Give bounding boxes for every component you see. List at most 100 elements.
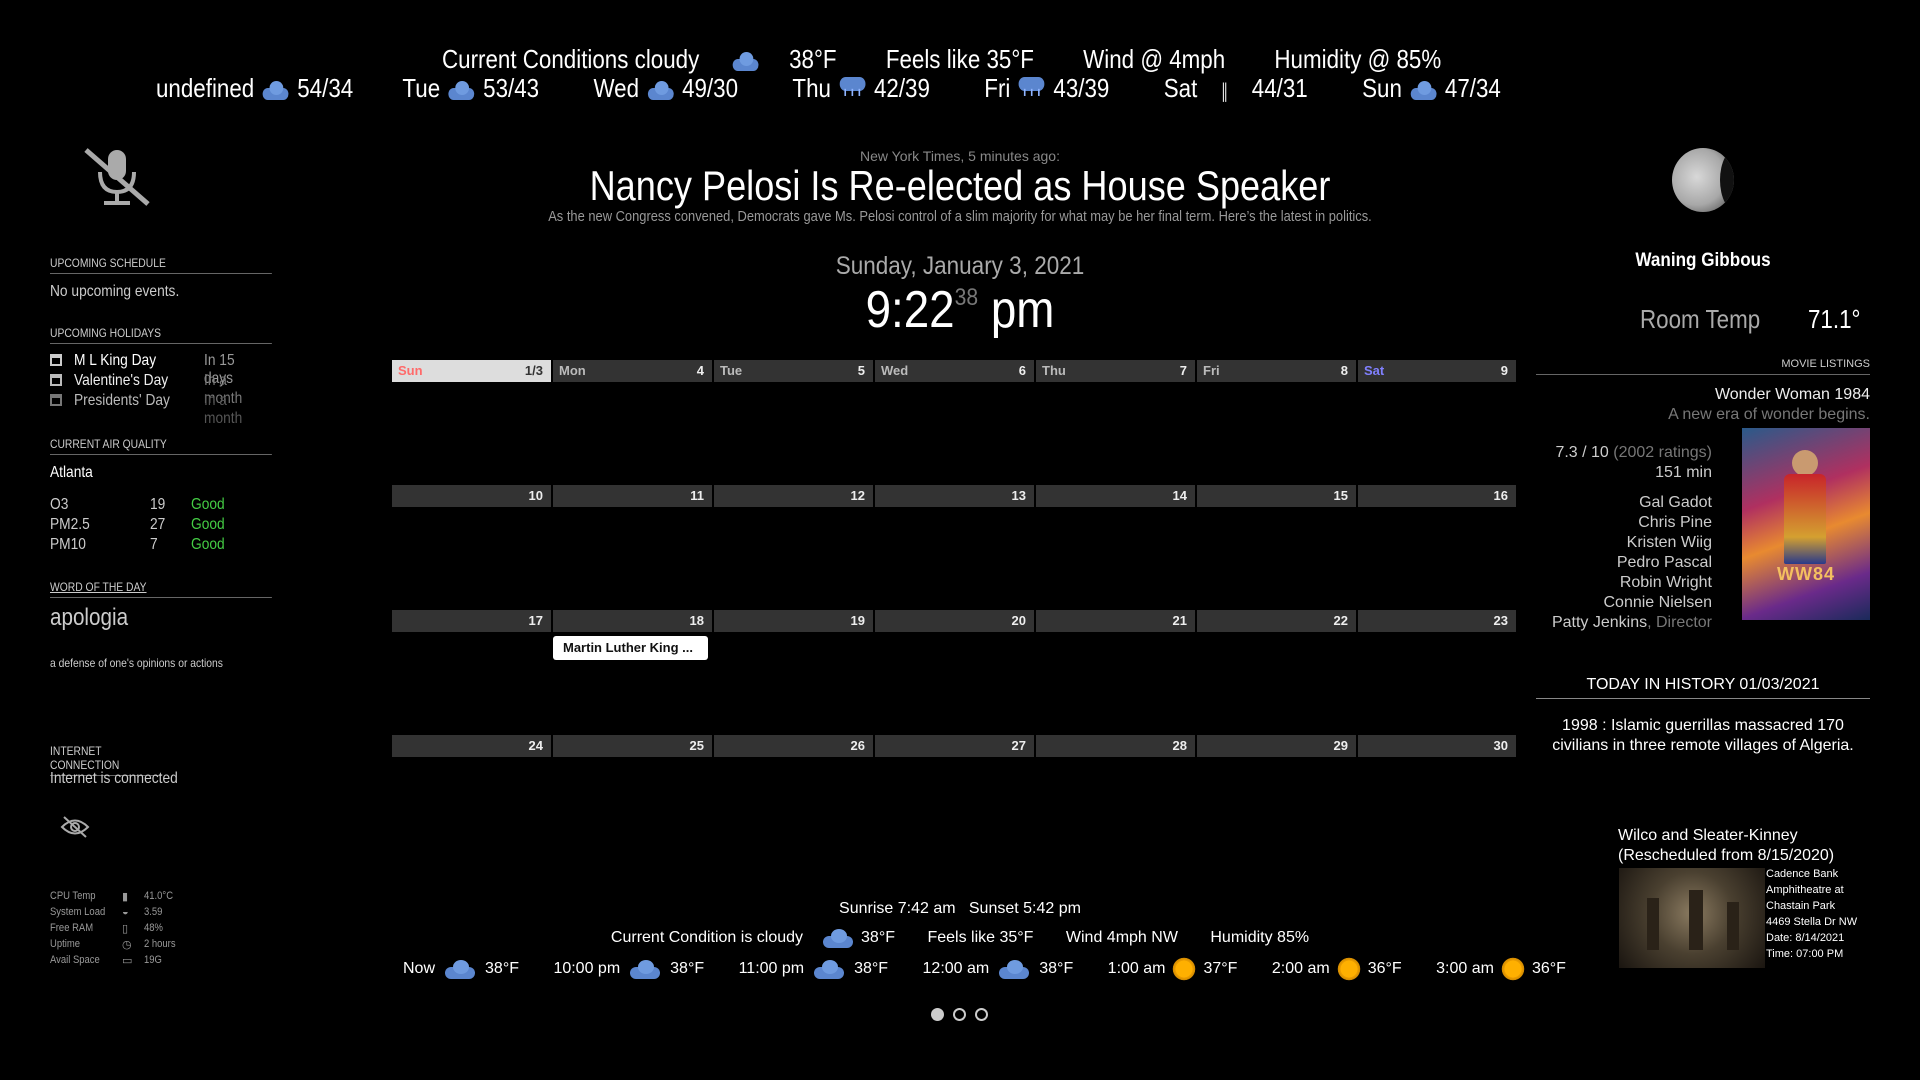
page-indicator-dot[interactable] [975, 1008, 988, 1021]
calendar-day[interactable]: 30 [1358, 735, 1516, 757]
calendar-day[interactable]: 15 [1197, 485, 1356, 507]
concert-date: Date: 8/14/2021 [1766, 932, 1845, 944]
day-number: 28 [1172, 738, 1187, 753]
calendar-day[interactable]: Sat 9 [1358, 360, 1516, 382]
calendar-day[interactable]: Thu 7 [1036, 360, 1195, 382]
calendar-day[interactable]: 21 [1036, 610, 1195, 632]
calendar-day[interactable]: 25 [553, 735, 712, 757]
day-number: 4 [696, 363, 704, 378]
calendar-day[interactable]: Mon 4 [553, 360, 712, 382]
moon-icon [1672, 148, 1734, 212]
calendar-day[interactable]: Sun 1/3 [392, 360, 551, 382]
forecast-day-6: Sun [1362, 73, 1402, 103]
clock-ampm: pm [990, 281, 1055, 339]
calendar-day[interactable]: 26 [714, 735, 873, 757]
holiday-when: In a month [204, 372, 243, 407]
day-name: Sat [1364, 363, 1385, 378]
hourly-time: 1:00 am [1107, 960, 1166, 978]
cast-member: Gal Gadot [1639, 494, 1712, 511]
movie-title: Wonder Woman 1984 [1714, 386, 1870, 403]
movie-cast: Gal Gadot Chris Pine Kristen Wiig Pedro … [1536, 493, 1712, 633]
forecast-day-4: Fri [984, 73, 1011, 103]
concert-title: Wilco and Sleater-Kinney [1618, 827, 1798, 844]
system-ram-value: 48% [144, 922, 163, 934]
day-number: 25 [689, 738, 704, 753]
aq-name: O3 [50, 496, 69, 513]
calendar-day[interactable]: Fri 8 [1197, 360, 1356, 382]
hourly-item: 1:00 am 37°F [1107, 956, 1237, 982]
calendar-day[interactable]: 29 [1197, 735, 1356, 757]
aq-status: Good [191, 496, 225, 513]
forecast-day-0: undefined [156, 73, 255, 103]
calendar-day[interactable]: 12 [714, 485, 873, 507]
calendar-day[interactable]: 10 [392, 485, 551, 507]
calendar-day[interactable]: 24 [392, 735, 551, 757]
current-line: Current Condition is cloudy 38°F Feels li… [0, 928, 1920, 948]
calendar-day[interactable]: 11 [553, 485, 712, 507]
calendar: Sun 1/3 Mon 4 Tue 5 Wed 6 Thu 7 Fri 8 Sat 9 10 … [392, 360, 1516, 760]
internet-header: INTERNET CONNECTION [50, 744, 162, 776]
calendar-day[interactable]: 23 [1358, 610, 1516, 632]
forecast-day-5: Sat [1163, 73, 1198, 103]
cloud-icon [997, 959, 1031, 979]
rain-cloud-icon [1017, 75, 1046, 105]
room-temp-label: Room Temp [1640, 304, 1761, 334]
movie-tagline: A new era of wonder begins. [1668, 406, 1870, 423]
day-number: 18 [689, 613, 704, 628]
wind-icon: ║ [1219, 84, 1230, 101]
aq-name: PM2.5 [50, 516, 90, 533]
day-number: 14 [1172, 488, 1187, 503]
disk-icon: ▭ [122, 955, 133, 967]
cloud-icon [261, 80, 290, 101]
day-name: Wed [881, 363, 909, 378]
concert-details: Cadence Bank Amphitheatre at Chastain Pa… [1766, 866, 1857, 962]
calendar-day[interactable]: 17 [392, 610, 551, 632]
forecast-temps-6: 47/34 [1444, 73, 1501, 103]
day-number: 7 [1179, 363, 1187, 378]
cloud-icon [731, 51, 760, 72]
hourly-temp: 38°F [854, 960, 889, 978]
calendar-day[interactable]: 27 [875, 735, 1034, 757]
calendar-day[interactable]: 18 [553, 610, 712, 632]
page-indicator-dot[interactable] [953, 1008, 966, 1021]
calendar-day[interactable]: Wed 6 [875, 360, 1034, 382]
day-number: 15 [1333, 488, 1348, 503]
air-quality-table: O3 19 Good PM2.5 27 Good PM10 7 Good [50, 496, 272, 556]
calendar-day[interactable]: 20 [875, 610, 1034, 632]
day-number: 24 [528, 738, 543, 753]
calendar-day[interactable]: 14 [1036, 485, 1195, 507]
news-headline[interactable]: Nancy Pelosi Is Re-elected as House Spea… [589, 162, 1331, 209]
current-temp: 38°F [789, 44, 837, 74]
air-quality-city: Atlanta [50, 464, 93, 481]
calendar-day[interactable]: 19 [714, 610, 873, 632]
holidays-header: UPCOMING HOLIDAYS [50, 326, 272, 344]
calendar-day[interactable]: 22 [1197, 610, 1356, 632]
movie-header: MOVIE LISTINGS [1536, 358, 1870, 375]
calendar-day[interactable]: Tue 5 [714, 360, 873, 382]
clock-icon: ◷ [122, 939, 132, 951]
hourly-temp: 38°F [485, 960, 519, 978]
eye-off-icon[interactable] [60, 814, 90, 840]
day-number: 19 [850, 613, 865, 628]
day-number: 11 [690, 488, 704, 503]
hourly-time: 12:00 am [922, 960, 990, 978]
forecast-day-2: Wed [593, 73, 640, 103]
concert-venue: Amphitheatre at [1766, 884, 1844, 896]
microphone-off-icon[interactable] [82, 146, 154, 210]
hourly-temp: 36°F [1531, 960, 1566, 978]
calendar-day[interactable]: 16 [1358, 485, 1516, 507]
movie-poster[interactable]: WW84 [1742, 428, 1870, 620]
hourly-item: 12:00 am 38°F [922, 959, 1073, 979]
current-line-condition: Current Condition is cloudy [610, 929, 804, 947]
current-conditions-text: Current Conditions cloudy [442, 44, 700, 74]
calendar-day[interactable]: 28 [1036, 735, 1195, 757]
calendar-day[interactable]: 13 [875, 485, 1034, 507]
poster-text: WW84 [1777, 564, 1835, 584]
calendar-event[interactable]: Martin Luther King ... [553, 636, 708, 660]
page-indicator-dot[interactable] [931, 1008, 944, 1021]
day-number: 16 [1493, 488, 1508, 503]
moon-phase: Waning Gibbous [1635, 250, 1771, 271]
day-name: Mon [559, 363, 586, 378]
concert-photo[interactable] [1619, 868, 1765, 968]
clock-time: 9:22 [865, 281, 955, 339]
